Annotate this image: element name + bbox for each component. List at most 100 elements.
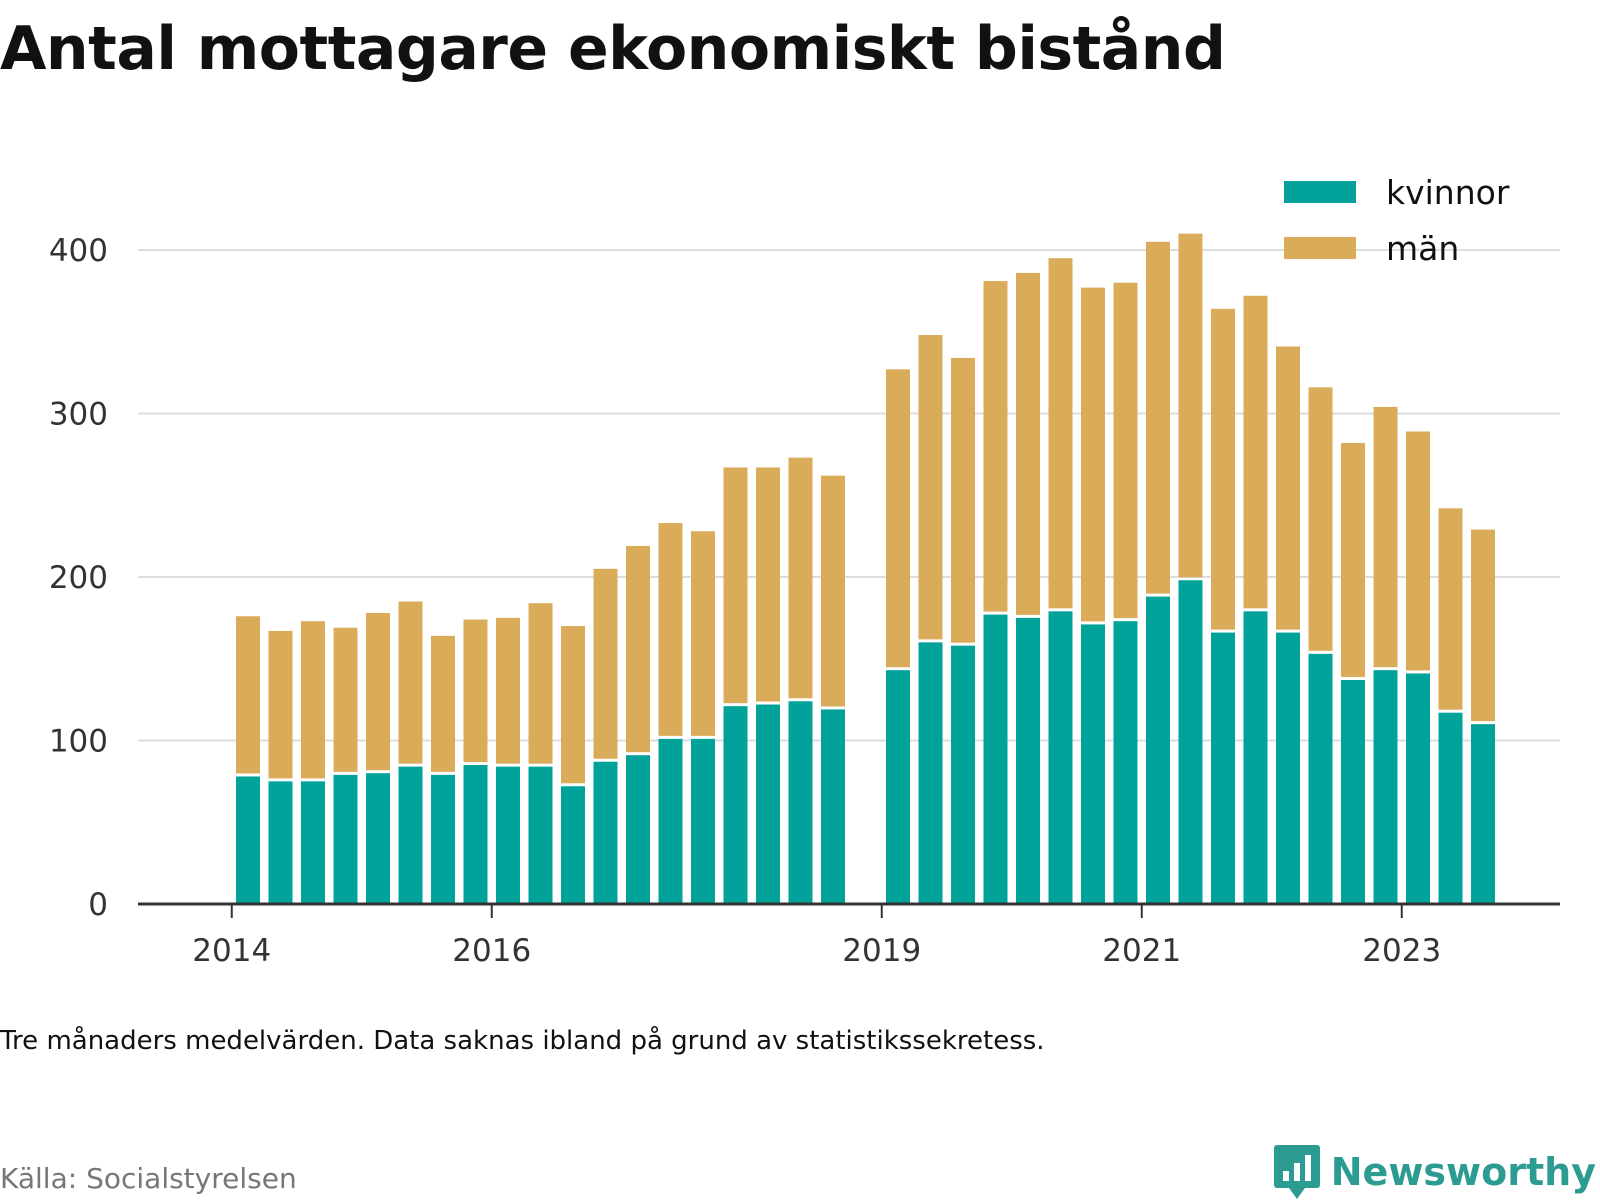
bar-man xyxy=(1016,272,1040,615)
bar-man xyxy=(1113,282,1138,619)
bar-man xyxy=(1178,233,1203,578)
newsworthy-logo: Newsworthy xyxy=(1273,1143,1596,1201)
bars xyxy=(236,233,1495,904)
bar-kvinnor xyxy=(626,755,650,904)
y-axis-tick-labels: 0 100 200 300 400 xyxy=(49,233,108,923)
bar-kvinnor xyxy=(561,786,585,904)
chart-title: Antal mottagare ekonomiskt bistånd xyxy=(0,14,1226,84)
bar-kvinnor xyxy=(1471,724,1495,904)
bar-man xyxy=(528,603,553,764)
bar-kvinnor xyxy=(1081,624,1105,904)
bar-man xyxy=(561,626,585,784)
bar-man xyxy=(723,467,748,704)
bar-man xyxy=(1276,346,1300,630)
bar-kvinnor xyxy=(593,761,618,904)
bar-man xyxy=(756,467,780,702)
bar-kvinnor xyxy=(268,781,293,904)
bar-kvinnor xyxy=(1178,580,1203,904)
bar-kvinnor xyxy=(1341,680,1365,904)
bar-man xyxy=(463,619,488,763)
bar-man xyxy=(626,545,650,753)
bar-kvinnor xyxy=(398,766,423,904)
y-tick-label: 0 xyxy=(88,887,108,923)
bar-kvinnor xyxy=(333,774,358,904)
bar-man xyxy=(983,281,1008,612)
bar-kvinnor xyxy=(658,738,683,904)
bar-man xyxy=(1081,287,1105,622)
bar-kvinnor xyxy=(1048,611,1073,904)
bar-kvinnor xyxy=(496,766,520,904)
x-tick-label: 2016 xyxy=(452,933,531,969)
bar-kvinnor xyxy=(1276,632,1300,904)
y-tick-label: 100 xyxy=(49,724,108,760)
bar-kvinnor xyxy=(918,642,943,904)
bar-kvinnor xyxy=(1438,712,1463,904)
x-tick-label: 2021 xyxy=(1102,933,1181,969)
bar-man xyxy=(691,531,715,736)
bar-kvinnor xyxy=(528,766,553,904)
bar-man xyxy=(821,475,845,707)
bar-man xyxy=(1308,387,1333,651)
bar-kvinnor xyxy=(821,709,845,904)
bar-man xyxy=(333,627,358,772)
bar-man xyxy=(301,621,325,779)
bar-kvinnor xyxy=(1146,596,1170,904)
bar-man xyxy=(1438,508,1463,710)
bar-man xyxy=(1048,258,1073,609)
bar-kvinnor xyxy=(431,774,455,904)
legend-label-man: män xyxy=(1386,229,1459,268)
x-axis: 2014 2016 2019 2021 2023 xyxy=(138,902,1560,969)
bar-kvinnor xyxy=(1373,670,1398,904)
bar-kvinnor xyxy=(723,706,748,904)
x-tick-label: 2014 xyxy=(192,933,271,969)
bar-man xyxy=(1146,241,1170,594)
bar-man xyxy=(366,612,390,771)
source-credit: Källa: Socialstyrelsen xyxy=(0,1162,297,1195)
bar-kvinnor xyxy=(886,670,910,904)
bar-kvinnor xyxy=(756,704,780,904)
bar-kvinnor xyxy=(691,738,715,904)
bar-kvinnor xyxy=(236,776,260,904)
bar-kvinnor xyxy=(951,645,975,904)
newsworthy-logo-icon xyxy=(1273,1145,1320,1199)
y-tick-label: 300 xyxy=(49,397,108,433)
y-tick-label: 400 xyxy=(49,233,108,269)
brand-name: Newsworthy xyxy=(1330,1150,1596,1194)
bar-kvinnor xyxy=(1113,621,1138,904)
bar-man xyxy=(431,635,455,772)
bar-man xyxy=(658,523,683,736)
bar-man xyxy=(236,616,260,774)
bar-kvinnor xyxy=(1211,632,1235,904)
bar-kvinnor xyxy=(1308,653,1333,904)
y-tick-label: 200 xyxy=(49,560,108,596)
bar-man xyxy=(788,457,813,699)
bar-kvinnor xyxy=(788,701,813,904)
legend-label-kvinnor: kvinnor xyxy=(1386,173,1510,212)
chart-note: Tre månaders medelvärden. Data saknas ib… xyxy=(0,1026,1045,1056)
bar-man xyxy=(886,369,910,668)
bar-man xyxy=(1373,406,1398,668)
bar-kvinnor xyxy=(1406,673,1430,904)
bar-man xyxy=(1243,295,1268,609)
stacked-bar-chart: 2014 2016 2019 2021 2023 0 100 200 300 400 kvinn… xyxy=(49,173,1560,969)
x-tick-label: 2023 xyxy=(1362,933,1441,969)
bar-kvinnor xyxy=(366,773,390,904)
legend: kvinnor män xyxy=(1284,173,1510,268)
legend-swatch-kvinnor xyxy=(1284,181,1356,203)
bar-man xyxy=(1406,431,1430,671)
legend-swatch-man xyxy=(1284,237,1356,259)
bar-man xyxy=(918,335,943,640)
bar-kvinnor xyxy=(1016,617,1040,904)
bar-man xyxy=(593,568,618,759)
bar-man xyxy=(1471,529,1495,722)
x-tick-label: 2019 xyxy=(842,933,921,969)
bar-man xyxy=(496,617,520,764)
bar-kvinnor xyxy=(983,614,1008,904)
bar-man xyxy=(1211,308,1235,630)
bar-man xyxy=(1341,442,1365,678)
bar-kvinnor xyxy=(301,781,325,904)
bar-man xyxy=(951,357,975,643)
bar-man xyxy=(268,630,293,779)
bar-man xyxy=(398,601,423,764)
bar-kvinnor xyxy=(1243,611,1268,904)
